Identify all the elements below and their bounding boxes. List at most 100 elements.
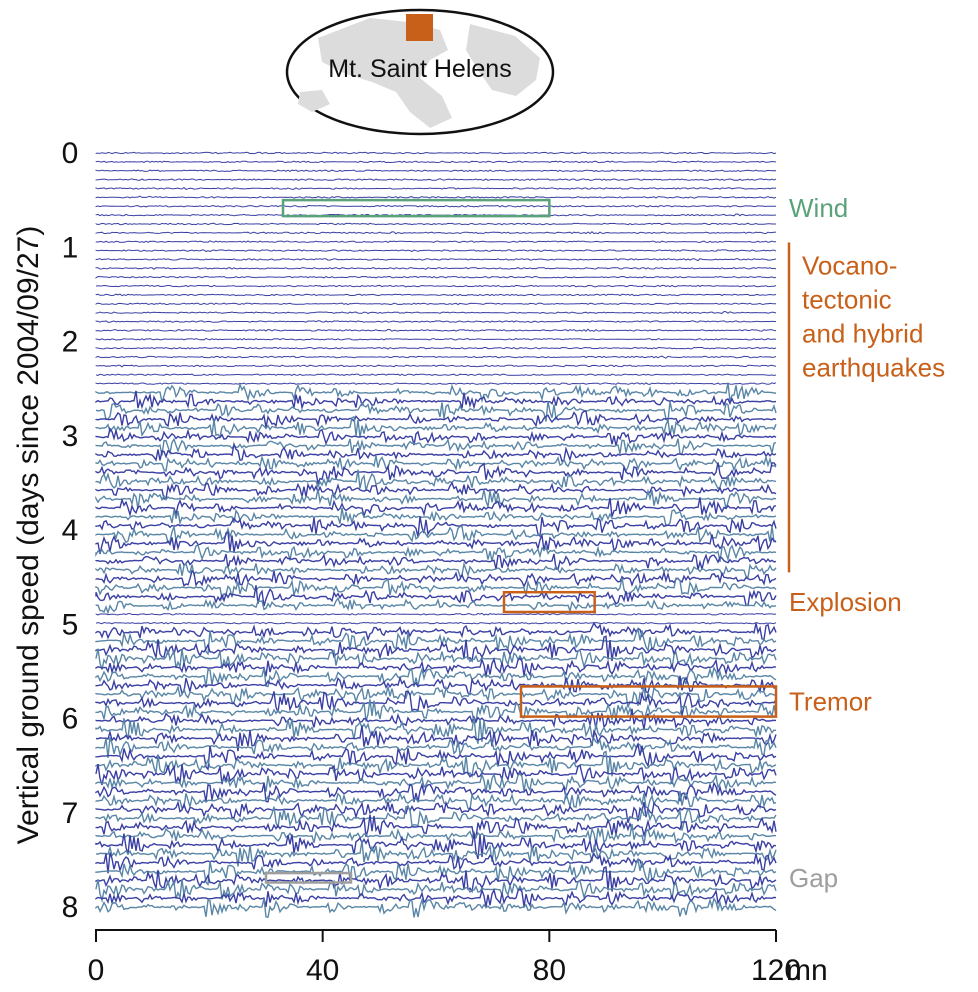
y-tick-label: 8 <box>62 891 79 924</box>
trace-line <box>95 373 777 377</box>
inset-map: Mt. Saint Helens <box>285 8 555 136</box>
map-landmass-oceania <box>298 90 330 112</box>
trace-line <box>95 204 777 208</box>
trace-line <box>95 441 777 463</box>
trace-line <box>95 865 777 894</box>
annotation-label-tremor: Tremor <box>789 687 872 717</box>
x-tick-label: 120 <box>751 954 801 987</box>
station-marker <box>406 14 433 41</box>
y-tick-label: 4 <box>62 514 79 547</box>
trace-line <box>95 800 777 824</box>
trace-line <box>95 410 777 428</box>
trace-line <box>95 151 777 155</box>
trace-line <box>95 635 777 663</box>
trace-line <box>95 469 777 491</box>
annotation-box-gap <box>264 871 353 884</box>
trace-line <box>95 763 777 786</box>
x-tick-label: 40 <box>306 954 339 987</box>
trace-line <box>95 481 777 500</box>
annotation-label-gap: Gap <box>789 863 838 893</box>
trace-line <box>95 416 777 439</box>
map-landmass-americas <box>318 18 452 128</box>
trace-line <box>95 823 777 845</box>
trace-line <box>95 355 777 359</box>
trace-line <box>95 561 777 579</box>
annotation-box-explosion <box>502 590 596 614</box>
trace-line <box>95 612 777 616</box>
x-tick-label: 0 <box>88 954 105 987</box>
trace-line <box>95 328 777 332</box>
y-tick-label: 3 <box>62 420 79 453</box>
trace-line <box>95 364 777 368</box>
trace-line <box>95 626 777 656</box>
trace-line <box>95 737 777 758</box>
trace-line <box>95 569 777 589</box>
y-tick-label: 7 <box>62 797 79 830</box>
trace-line <box>95 553 777 571</box>
trace-line <box>95 302 776 306</box>
trace-line <box>95 665 777 688</box>
y-tick-label: 5 <box>62 608 79 641</box>
trace-line <box>95 437 777 456</box>
x-unit-label: mn <box>786 954 828 987</box>
station-label: Mt. Saint Helens <box>328 55 511 83</box>
annotation-label-explosion: Explosion <box>789 587 902 617</box>
y-tick-label: 2 <box>62 326 79 359</box>
trace-line <box>95 390 777 411</box>
trace-line <box>95 790 777 811</box>
trace-line <box>95 462 777 486</box>
annotation-box-tremor <box>519 685 778 718</box>
trace-line <box>95 320 776 323</box>
trace-line <box>95 621 777 642</box>
seismic-traces <box>95 151 777 919</box>
annotation-box-wind <box>281 198 551 218</box>
trace-line <box>95 240 776 243</box>
trace-line <box>95 857 777 887</box>
y-axis-title: Vertical ground speed (days since 2004/0… <box>12 226 45 845</box>
trace-line <box>95 249 777 253</box>
trace-line <box>95 621 777 625</box>
trace-line <box>95 454 777 473</box>
y-tick-label: 1 <box>62 231 79 264</box>
trace-line <box>95 887 777 908</box>
trace-line <box>95 222 776 226</box>
trace-line <box>95 284 777 288</box>
trace-line <box>95 160 777 164</box>
trace-line <box>95 169 777 172</box>
trace-line <box>95 178 777 181</box>
trace-line <box>95 832 777 860</box>
trace-line <box>95 186 777 190</box>
trace-line <box>95 814 777 839</box>
trace-line <box>95 543 777 563</box>
trace-line <box>95 293 777 297</box>
y-tick-label: 0 <box>62 137 79 170</box>
y-tick-label: 6 <box>62 703 79 736</box>
trace-line <box>95 675 777 696</box>
annotation-label-earthquakes: Vocano-tectonic and hybrid earthquakes <box>802 251 945 383</box>
trace-line <box>95 231 777 235</box>
trace-line <box>95 690 777 716</box>
trace-line <box>95 596 777 615</box>
trace-line <box>95 741 777 771</box>
trace-line <box>95 310 777 314</box>
trace-line <box>95 523 777 544</box>
trace-line <box>95 258 777 262</box>
trace-line <box>95 195 777 199</box>
trace-line <box>95 684 777 708</box>
trace-line <box>95 267 777 270</box>
x-tick-label: 80 <box>533 954 566 987</box>
trace-line <box>95 337 777 341</box>
trace-line <box>95 750 777 778</box>
trace-line <box>95 879 777 903</box>
trace-line <box>95 401 777 423</box>
trace-line <box>95 781 777 803</box>
trace-line <box>95 708 777 730</box>
trace-line <box>95 275 777 279</box>
x-axis: 0 40 80 120 mn <box>88 929 828 987</box>
trace-line <box>95 516 777 538</box>
trace-line <box>95 382 777 404</box>
trace-line <box>95 772 777 792</box>
trace-line <box>95 896 777 919</box>
trace-line <box>95 382 777 386</box>
annotations: Wind Vocano-tectonic and hybrid earthquakes… <box>264 193 945 893</box>
